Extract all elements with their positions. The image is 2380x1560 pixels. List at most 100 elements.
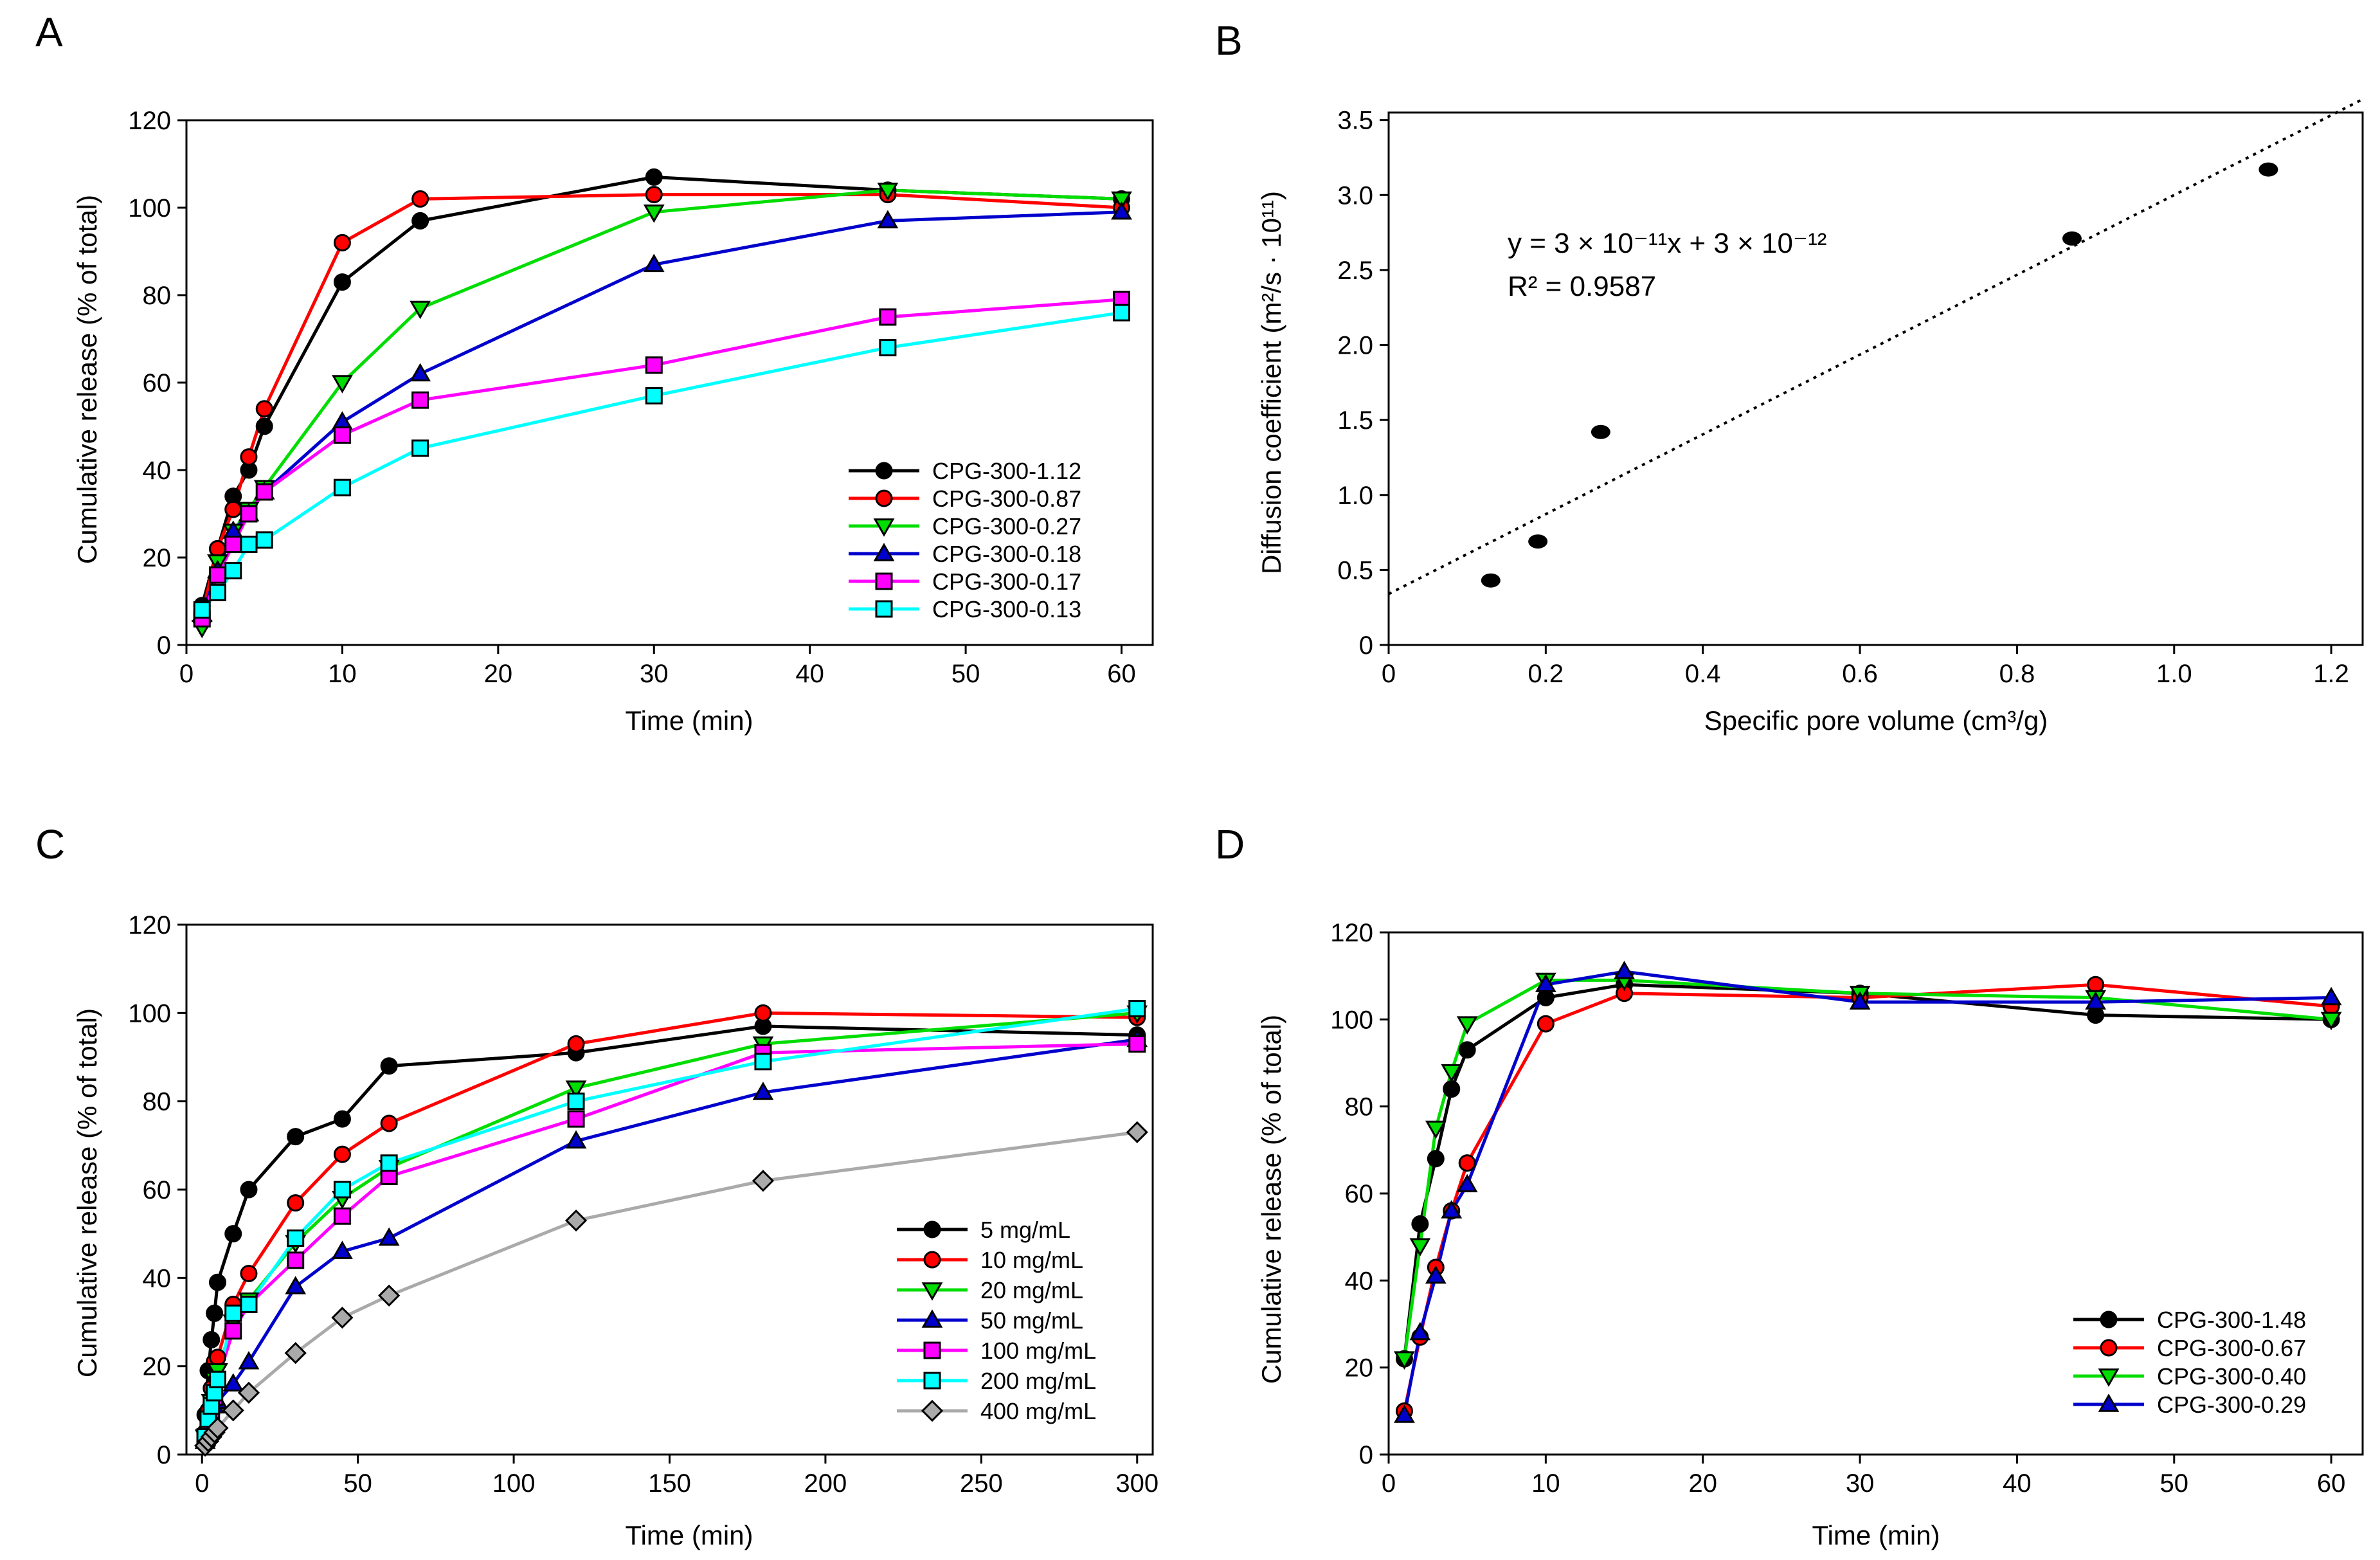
panel-a-series-cpg-300-0-13-point xyxy=(411,439,429,457)
panel-b-x-tick-label: 0.4 xyxy=(1685,660,1721,688)
panel-d-series-cpg-300-1-48-line xyxy=(1402,983,2332,1359)
panel-c-series-400-mg-ml-point xyxy=(284,1341,307,1365)
panel-a-x-tick-label: 60 xyxy=(1107,660,1136,688)
panel-d-series-cpg-300-1-48-point xyxy=(1427,1150,1445,1168)
panel-d-series-cpg-300-0-29-point xyxy=(1456,1174,1478,1193)
panel-a-series-cpg-300-1-12-point xyxy=(411,212,429,230)
panel-c-series-400-mg-ml-point xyxy=(331,1307,354,1329)
panel-c-y-tick-label: 100 xyxy=(128,999,171,1028)
panel-c-legend-marker xyxy=(923,1341,941,1359)
panel-c-legend-marker xyxy=(921,1309,943,1328)
panel-c: C 0 20 40 60 80 100 120 0 50 100 150 200 250 300 5 mg/… xyxy=(35,821,1158,1550)
panel-a-series-cpg-300-0-17-line xyxy=(200,298,1122,620)
panel-d-legend-item: CPG-300-1.48 xyxy=(2073,1307,2306,1333)
panel-a-x-tick-label: 0 xyxy=(179,660,194,688)
panel-a-series-cpg-300-0-17-point xyxy=(333,426,351,444)
panel-d-series-cpg-300-1-48-point xyxy=(1443,1080,1461,1098)
panel-c-series-200-mg-ml-point xyxy=(240,1296,258,1314)
panel-a-series-cpg-300-0-27-point xyxy=(643,204,665,223)
panel-d-legend-label: CPG-300-1.48 xyxy=(2157,1307,2306,1333)
panel-c-series-400-mg-ml-point xyxy=(206,1417,229,1439)
panel-c-x-tick-label: 300 xyxy=(1115,1469,1158,1498)
panel-c-plot: 0 20 40 60 80 100 120 0 50 100 150 200 250 300 5 mg/mL… xyxy=(128,911,1158,1498)
panel-a-plot: 0 20 40 60 80 100 120 0 10 20 30 40 50 60 CPG-300-1.12… xyxy=(128,107,1154,688)
panel-b-x-tick-label: 0.8 xyxy=(1999,660,2035,688)
panel-d-series-cpg-300-0-40-point xyxy=(2320,1011,2342,1031)
panel-c-x-tick-label: 0 xyxy=(195,1469,209,1498)
panel-b-r-squared: R² = 0.9587 xyxy=(1508,271,1656,302)
panel-a-series-cpg-300-0-17-point xyxy=(255,483,273,501)
panel-c-series-20-mg-ml-point xyxy=(565,1080,587,1099)
panel-c-series-10-mg-ml-point xyxy=(208,1348,226,1366)
panel-b-x-tick-label: 1.0 xyxy=(2156,660,2192,688)
panel-c-series-5-mg-ml-point xyxy=(203,1330,221,1348)
panel-a-y-tick-label: 0 xyxy=(157,631,171,660)
panel-d-legend-item: CPG-300-0.29 xyxy=(2073,1392,2306,1418)
panel-c-series-200-mg-ml-point xyxy=(567,1093,585,1111)
panel-a-legend-item: CPG-300-0.13 xyxy=(849,596,1081,622)
panel-d-x-tick-label: 30 xyxy=(1846,1469,1875,1498)
panel-c-series-50-mg-ml-point xyxy=(238,1350,260,1370)
panel-d-y-tick-label: 80 xyxy=(1345,1093,1374,1121)
panel-d-series-cpg-300-0-67-point xyxy=(1537,1015,1555,1033)
panel-a-legend: CPG-300-1.12CPG-300-0.87CPG-300-0.27CPG-… xyxy=(842,457,1138,624)
panel-c-series-100-mg-ml-point xyxy=(333,1207,351,1225)
panel-d-series-cpg-300-0-40-point xyxy=(1409,1238,1431,1257)
panel-b-plot: 0 0.5 1.0 1.5 2.0 2.5 3.0 3.5 0 0.2 0.4 0.6 0.8 1.0 1.… xyxy=(1337,98,2364,688)
panel-d-series-cpg-300-0-29-point xyxy=(1535,974,1556,992)
panel-a-y-tick-label: 20 xyxy=(143,544,172,572)
panel-c-legend-item: 20 mg/mL xyxy=(897,1277,1083,1303)
panel-d-legend-marker xyxy=(2100,1339,2118,1357)
panel-d-series-cpg-300-0-29-point xyxy=(2085,991,2106,1010)
panel-c-legend-item: 400 mg/mL xyxy=(897,1398,1096,1424)
panel-a-y-tick-label: 80 xyxy=(143,282,172,310)
panel-c-legend-label: 100 mg/mL xyxy=(980,1338,1096,1364)
panel-a-legend-item: CPG-300-0.18 xyxy=(849,541,1081,567)
panel-c-legend-marker xyxy=(921,1282,943,1301)
panel-a-series-cpg-300-0-13-point xyxy=(193,601,211,619)
panel-c-series-400-mg-ml-point xyxy=(222,1399,244,1422)
panel-a-series-cpg-300-0-13-point xyxy=(208,583,226,601)
panel-c-legend-label: 400 mg/mL xyxy=(980,1398,1096,1424)
panel-a-series-cpg-300-0-17-point xyxy=(645,356,663,374)
panel-a-y-tick-label: 60 xyxy=(143,369,172,397)
panel-a-series-cpg-300-0-18-point xyxy=(332,411,353,430)
panel-b-y-axis-title: Diffusion coefficient (m²/s · 10¹¹) xyxy=(1256,191,1286,574)
panel-a-series-cpg-300-0-87-point xyxy=(333,233,351,251)
panel-a-x-tick-label: 30 xyxy=(640,660,669,688)
panel-d-legend: CPG-300-1.48CPG-300-0.67CPG-300-0.40CPG-… xyxy=(2067,1305,2350,1437)
panel-c-series-200-mg-ml-point xyxy=(380,1154,398,1172)
panel-d-series-cpg-300-0-40-point xyxy=(1394,1351,1415,1370)
panel-d-series-cpg-300-0-29-point xyxy=(1614,961,1635,979)
panel-a-series-cpg-300-1-12-point xyxy=(255,417,273,435)
panel-c-y-tick-label: 60 xyxy=(143,1176,172,1204)
panel-a-series-cpg-300-0-27-point xyxy=(410,300,431,320)
panel-a-series-cpg-300-1-12-point xyxy=(333,273,351,291)
panel-c-y-tick-label: 20 xyxy=(143,1353,172,1381)
panel-d-series-cpg-300-0-29-point xyxy=(1849,991,1871,1010)
panel-a-legend-label: CPG-300-0.13 xyxy=(932,596,1081,622)
panel-a-legend-marker xyxy=(875,489,893,507)
panel-a-series-cpg-300-0-87-point xyxy=(240,448,258,466)
panel-c-legend-marker xyxy=(923,1220,941,1238)
panel-d-y-tick-label: 20 xyxy=(1345,1354,1374,1383)
panel-a-series-cpg-300-0-87-line xyxy=(200,193,1122,615)
panel-c-x-axis-title: Time (min) xyxy=(625,1520,753,1550)
panel-d-y-tick-label: 60 xyxy=(1345,1180,1374,1208)
panel-b-y-tick-label: 2.5 xyxy=(1337,257,1373,285)
panel-a-legend-box xyxy=(842,457,1138,624)
panel-d-legend-label: CPG-300-0.67 xyxy=(2157,1335,2306,1361)
panel-c-legend-item: 5 mg/mL xyxy=(897,1217,1070,1243)
panel-d: D 0 20 40 60 80 100 120 0 10 20 30 40 50 60 CPG-300-1.… xyxy=(1215,821,2364,1550)
panel-c-series-5-mg-ml-point xyxy=(333,1110,351,1128)
panel-a-series-cpg-300-0-27-point xyxy=(877,183,899,201)
panel-b-data-point xyxy=(1591,424,1610,439)
panel-b-data-point xyxy=(2062,231,2082,246)
panel-c-series-50-mg-ml-point xyxy=(285,1276,307,1294)
panel-d-plot: 0 20 40 60 80 100 120 0 10 20 30 40 50 60 CPG-300-1.48… xyxy=(1330,919,2364,1498)
panel-c-x-tick-label: 150 xyxy=(648,1469,691,1498)
panel-c-legend-marker xyxy=(921,1399,944,1422)
panel-b: B 0 0.5 1.0 1.5 2.0 2.5 3.0 3.5 0 0.2 0.4 0.6 0.8 1.0… xyxy=(1215,17,2364,736)
panel-c-legend: 5 mg/mL 10 mg/mL 20 mg/mL 50 mg/mL 100 mg/mL… xyxy=(890,1215,1138,1440)
panel-c-label: C xyxy=(35,821,65,867)
